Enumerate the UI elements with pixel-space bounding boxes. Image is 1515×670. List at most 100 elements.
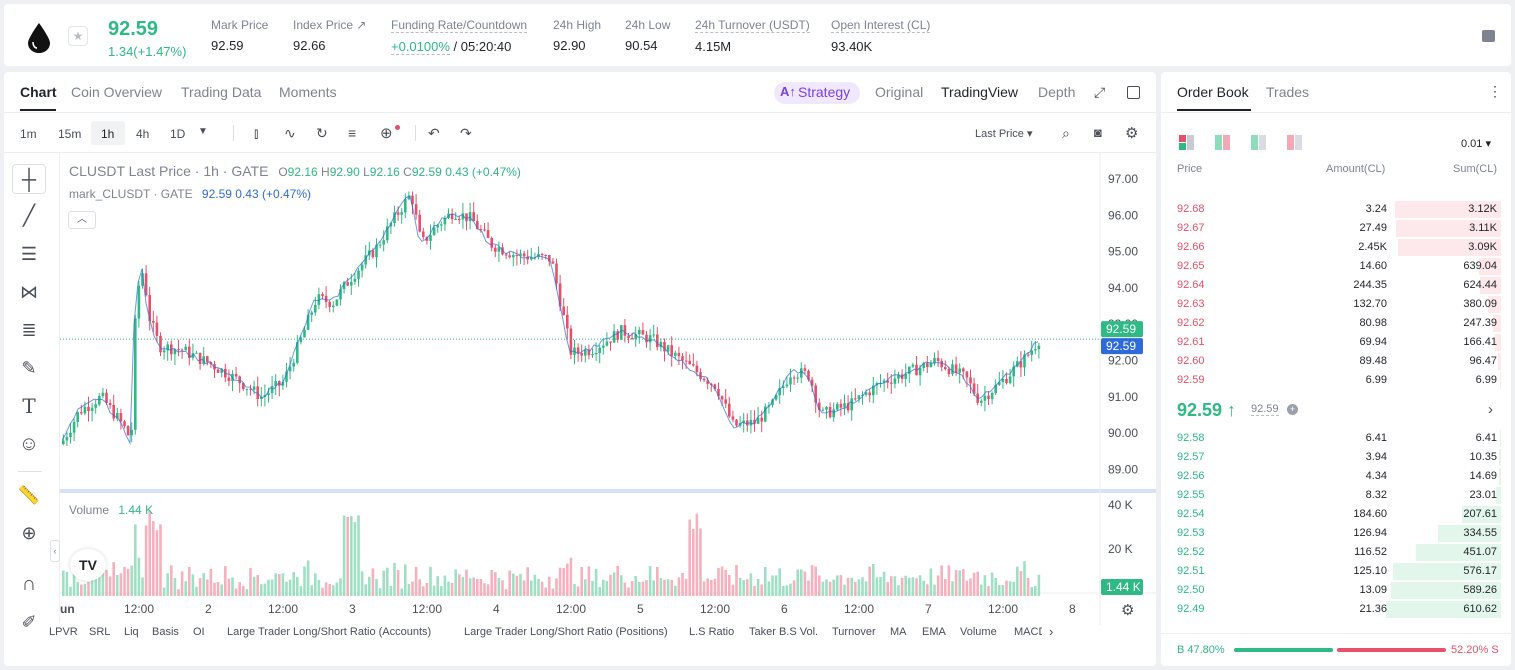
interval-15m[interactable]: 15m <box>58 127 82 141</box>
indicator-lpvr[interactable]: LPVR <box>49 626 78 638</box>
ruler-icon[interactable]: 📏 <box>17 485 41 505</box>
indicator-turnover[interactable]: Turnover <box>832 626 876 638</box>
camera-icon[interactable]: ◙ <box>1094 125 1102 140</box>
bid-row[interactable]: 92.55 8.32 23.01 <box>1161 486 1511 505</box>
ask-row[interactable]: 92.68 3.24 3.12K <box>1161 200 1511 219</box>
depth-mode-balanced-icon[interactable] <box>1215 135 1231 150</box>
volume-bar <box>238 582 241 596</box>
undo-icon[interactable]: ↶ <box>428 125 440 141</box>
brush-icon[interactable]: ✎ <box>21 358 37 378</box>
scroll-right-icon[interactable]: › <box>1049 624 1054 639</box>
replay-icon[interactable]: ↻ <box>316 125 328 141</box>
price-axis-label: 94.00 <box>1108 281 1138 295</box>
row-sum: 334.55 <box>1463 527 1497 539</box>
favorite-star-icon[interactable]: ★ <box>68 26 88 46</box>
maximize-icon[interactable] <box>1127 86 1140 99</box>
depth-mode-bids-icon[interactable] <box>1251 135 1267 150</box>
add-icon[interactable]: ⊕ <box>380 125 393 142</box>
tab-original[interactable]: Original <box>875 84 924 100</box>
search-icon[interactable]: ⌕ <box>1062 125 1070 141</box>
indicator-ma[interactable]: MA <box>890 626 907 638</box>
depth-mode-asks-icon[interactable] <box>1287 135 1303 150</box>
crosshair-icon[interactable]: ┼ <box>12 164 46 194</box>
indicator-ls-ratio[interactable]: L.S Ratio <box>689 626 735 638</box>
emoji-icon[interactable]: ☺ <box>18 433 40 455</box>
indicator-lt-positions[interactable]: Large Trader Long/Short Ratio (Positions… <box>464 626 668 638</box>
row-price: 92.67 <box>1177 222 1205 234</box>
interval-1m[interactable]: 1m <box>20 127 37 141</box>
ask-row[interactable]: 92.59 6.99 6.99 <box>1161 371 1511 390</box>
depth-mode-both-icon[interactable] <box>1179 135 1195 150</box>
indicator-lt-accounts[interactable]: Large Trader Long/Short Ratio (Accounts) <box>227 626 432 638</box>
more-menu-icon[interactable]: ⋮ <box>1488 83 1502 99</box>
zoom-in-icon[interactable]: ⊕ <box>21 523 37 543</box>
interval-1d[interactable]: 1D <box>170 127 186 141</box>
template-icon[interactable]: ≡ <box>348 125 357 141</box>
precision-select[interactable]: 0.01 ▾ <box>1461 138 1491 150</box>
bid-row[interactable]: 92.51 125.10 576.17 <box>1161 562 1511 581</box>
bid-row[interactable]: 92.53 126.94 334.55 <box>1161 524 1511 543</box>
chevron-right-icon[interactable]: › <box>1488 401 1493 418</box>
bid-row[interactable]: 92.52 116.52 451.07 <box>1161 543 1511 562</box>
indicator-taker[interactable]: Taker B.S Vol. <box>749 626 819 638</box>
interval-1h[interactable]: 1h <box>101 127 115 141</box>
ask-row[interactable]: 92.61 69.94 166.41 <box>1161 333 1511 352</box>
candle-type-icon[interactable]: ⫾ <box>254 125 259 141</box>
indicator-oi[interactable]: OI <box>193 626 205 638</box>
tab-moments[interactable]: Moments <box>279 84 337 100</box>
tab-coin-overview[interactable]: Coin Overview <box>71 84 163 100</box>
ask-row[interactable]: 92.67 27.49 3.11K <box>1161 219 1511 238</box>
tradingview-logo-icon[interactable]: TV <box>70 549 106 581</box>
interval-dropdown-icon[interactable]: ▼ <box>198 126 208 137</box>
tab-trading-data[interactable]: Trading Data <box>181 84 262 100</box>
ask-row[interactable]: 92.63 132.70 380.09 <box>1161 295 1511 314</box>
bid-row[interactable]: 92.56 4.34 14.69 <box>1161 467 1511 486</box>
candlestick-chart[interactable]: 97.0096.0095.0094.0093.0092.0091.0090.00… <box>60 153 1156 625</box>
tab-chart[interactable]: Chart <box>20 84 57 100</box>
time-axis-label: 4 <box>493 602 500 616</box>
bid-row[interactable]: 92.50 13.09 589.26 <box>1161 581 1511 600</box>
collapse-legend-button[interactable]: ︿ <box>68 211 96 229</box>
trendline-icon[interactable]: ╱ <box>22 205 36 227</box>
horizontal-lines-icon[interactable]: ☰ <box>20 244 38 264</box>
ask-row[interactable]: 92.62 80.98 247.39 <box>1161 314 1511 333</box>
indicator-icon[interactable]: ∿ <box>284 125 296 141</box>
stat-index-price[interactable]: Index Price ↗ 92.66 <box>293 18 367 53</box>
tab-order-book[interactable]: Order Book <box>1177 84 1249 100</box>
tab-trades[interactable]: Trades <box>1266 84 1310 100</box>
strategy-button[interactable] <box>774 82 860 104</box>
indicator-basis[interactable]: Basis <box>152 626 179 638</box>
bid-row[interactable]: 92.54 184.60 207.61 <box>1161 505 1511 524</box>
bid-row[interactable]: 92.49 21.36 610.62 <box>1161 600 1511 619</box>
indicator-liq[interactable]: Liq <box>124 626 139 638</box>
redo-icon[interactable]: ↷ <box>460 125 472 141</box>
book-icon[interactable] <box>1482 30 1495 42</box>
tab-tradingview[interactable]: TradingView <box>941 84 1019 100</box>
stat-funding-rate: Funding Rate/Countdown +0.0100% / 05:20:4… <box>391 18 528 55</box>
expand-icon[interactable]: ⤢ <box>1094 84 1106 100</box>
ask-row[interactable]: 92.66 2.45K 3.09K <box>1161 238 1511 257</box>
collapse-toolbar-button[interactable]: ‹ <box>50 540 60 562</box>
text-tool-icon[interactable]: T <box>22 394 36 418</box>
settings-gear-icon[interactable]: ⚙ <box>1125 125 1139 142</box>
mark-info-icon[interactable]: + <box>1287 404 1298 415</box>
fib-icon[interactable]: ≣ <box>21 320 37 340</box>
indicator-ema[interactable]: EMA <box>922 626 946 638</box>
interval-4h[interactable]: 4h <box>136 127 150 141</box>
bid-row[interactable]: 92.58 6.41 6.41 <box>1161 429 1511 448</box>
ask-row[interactable]: 92.64 244.35 624.44 <box>1161 276 1511 295</box>
tab-depth[interactable]: Depth <box>1038 84 1076 100</box>
indicator-macd[interactable]: MACD <box>1014 626 1042 638</box>
chart-settings-icon[interactable]: ⚙ <box>1121 602 1135 619</box>
pattern-icon[interactable]: ⋈ <box>20 282 38 302</box>
pane-separator[interactable] <box>60 489 1156 493</box>
magnet-icon[interactable]: ∩ <box>21 573 37 595</box>
indicator-srl[interactable]: SRL <box>89 626 111 638</box>
ask-row[interactable]: 92.60 89.48 96.47 <box>1161 352 1511 371</box>
indicator-volume[interactable]: Volume <box>960 626 997 638</box>
candle-body <box>1019 361 1023 368</box>
price-type-select[interactable]: Last Price ▾ <box>975 128 1033 140</box>
ask-row[interactable]: 92.65 14.60 639.04 <box>1161 257 1511 276</box>
lock-drawing-icon[interactable]: ✐ <box>21 612 37 632</box>
bid-row[interactable]: 92.57 3.94 10.35 <box>1161 448 1511 467</box>
